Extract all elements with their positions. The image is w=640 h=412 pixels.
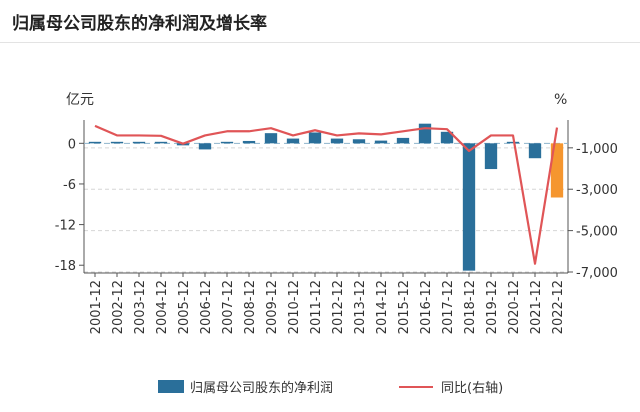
legend-label-net-profit: 归属母公司股东的净利润 xyxy=(190,381,334,396)
title-divider xyxy=(0,42,640,43)
bar-2004-12 xyxy=(154,141,168,144)
bar-2014-12 xyxy=(374,140,388,144)
bar-2021-12 xyxy=(528,143,542,159)
bar-2020-12 xyxy=(506,141,520,144)
bar-2003-12 xyxy=(132,141,146,144)
legend-label-yoy: 同比(右轴) xyxy=(441,381,504,396)
legend-item-yoy[interactable]: 同比(右轴) xyxy=(399,377,503,396)
legend-line-swatch xyxy=(399,385,433,388)
x-tick-label-2003-12: 2003-12 xyxy=(133,280,148,334)
left-tick-label: 0 xyxy=(68,137,76,152)
x-tick-label-2020-12: 2020-12 xyxy=(507,280,522,334)
left-tick-label: -18 xyxy=(55,259,76,274)
bar-2022-12 xyxy=(550,143,564,198)
legend-item-net-profit[interactable]: 归属母公司股东的净利润 xyxy=(158,377,333,396)
bar-2009-12 xyxy=(264,133,278,144)
x-tick-label-2013-12: 2013-12 xyxy=(353,280,368,334)
x-tick-label-2015-12: 2015-12 xyxy=(397,280,412,334)
x-tick-label-2010-12: 2010-12 xyxy=(287,280,302,334)
bar-2007-12 xyxy=(220,141,234,144)
x-tick-label-2016-12: 2016-12 xyxy=(419,280,434,334)
bar-2016-12 xyxy=(418,123,432,144)
x-tick-label-2004-12: 2004-12 xyxy=(155,280,170,334)
bar-2001-12 xyxy=(88,141,102,144)
chart: 亿元 % 0 -6 -12 -18 -1,000 -3,000 -5,000 -7,000 2001… xyxy=(55,92,618,334)
x-tick-label-2008-12: 2008-12 xyxy=(243,280,258,334)
x-tick-label-2007-12: 2007-12 xyxy=(221,280,236,334)
x-tick-label-2021-12: 2021-12 xyxy=(529,280,544,334)
bar-2011-12 xyxy=(308,132,322,144)
legend-bar-swatch xyxy=(158,380,184,393)
x-tick-label-2006-12: 2006-12 xyxy=(199,280,214,334)
bar-2013-12 xyxy=(352,139,366,144)
bar-2019-12 xyxy=(484,143,498,170)
left-axis-label: 亿元 xyxy=(66,92,94,108)
x-tick-label-2001-12: 2001-12 xyxy=(89,280,104,334)
right-tick-label: -7,000 xyxy=(576,266,618,281)
x-tick-label-2017-12: 2017-12 xyxy=(441,280,456,334)
bar-2017-12 xyxy=(440,131,454,144)
x-tick-label-2011-12: 2011-12 xyxy=(309,280,324,334)
x-tick-label-2002-12: 2002-12 xyxy=(111,280,126,334)
right-tick-label: -5,000 xyxy=(576,225,618,240)
chart-title: 归属母公司股东的净利润及增长率 xyxy=(12,14,267,34)
x-tick-label-2018-12: 2018-12 xyxy=(463,280,478,334)
x-tick-label-2019-12: 2019-12 xyxy=(485,280,500,334)
bar-2010-12 xyxy=(286,138,300,144)
right-tick-label: -3,000 xyxy=(576,183,618,198)
left-tick-label: -12 xyxy=(55,219,76,234)
bar-2002-12 xyxy=(110,141,124,144)
bar-2018-12 xyxy=(462,143,476,271)
x-tick-label-2005-12: 2005-12 xyxy=(177,280,192,334)
x-tick-label-2022-12: 2022-12 xyxy=(551,280,566,334)
bar-2012-12 xyxy=(330,138,344,144)
right-tick-label: -1,000 xyxy=(576,142,618,157)
yoy-line xyxy=(94,124,559,265)
right-axis-label: % xyxy=(554,92,567,108)
x-tick-label-2012-12: 2012-12 xyxy=(331,280,346,334)
bar-2006-12 xyxy=(198,143,212,150)
bar-2008-12 xyxy=(242,140,256,144)
x-tick-label-2014-12: 2014-12 xyxy=(375,280,390,334)
left-tick-label: -6 xyxy=(63,178,76,193)
x-tick-label-2009-12: 2009-12 xyxy=(265,280,280,334)
bar-2015-12 xyxy=(396,137,410,144)
